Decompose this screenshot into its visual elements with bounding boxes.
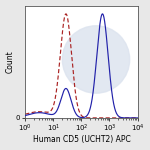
Circle shape xyxy=(62,26,130,93)
Y-axis label: Count: Count xyxy=(6,50,15,73)
X-axis label: Human CD5 (UCHT2) APC: Human CD5 (UCHT2) APC xyxy=(33,135,130,144)
